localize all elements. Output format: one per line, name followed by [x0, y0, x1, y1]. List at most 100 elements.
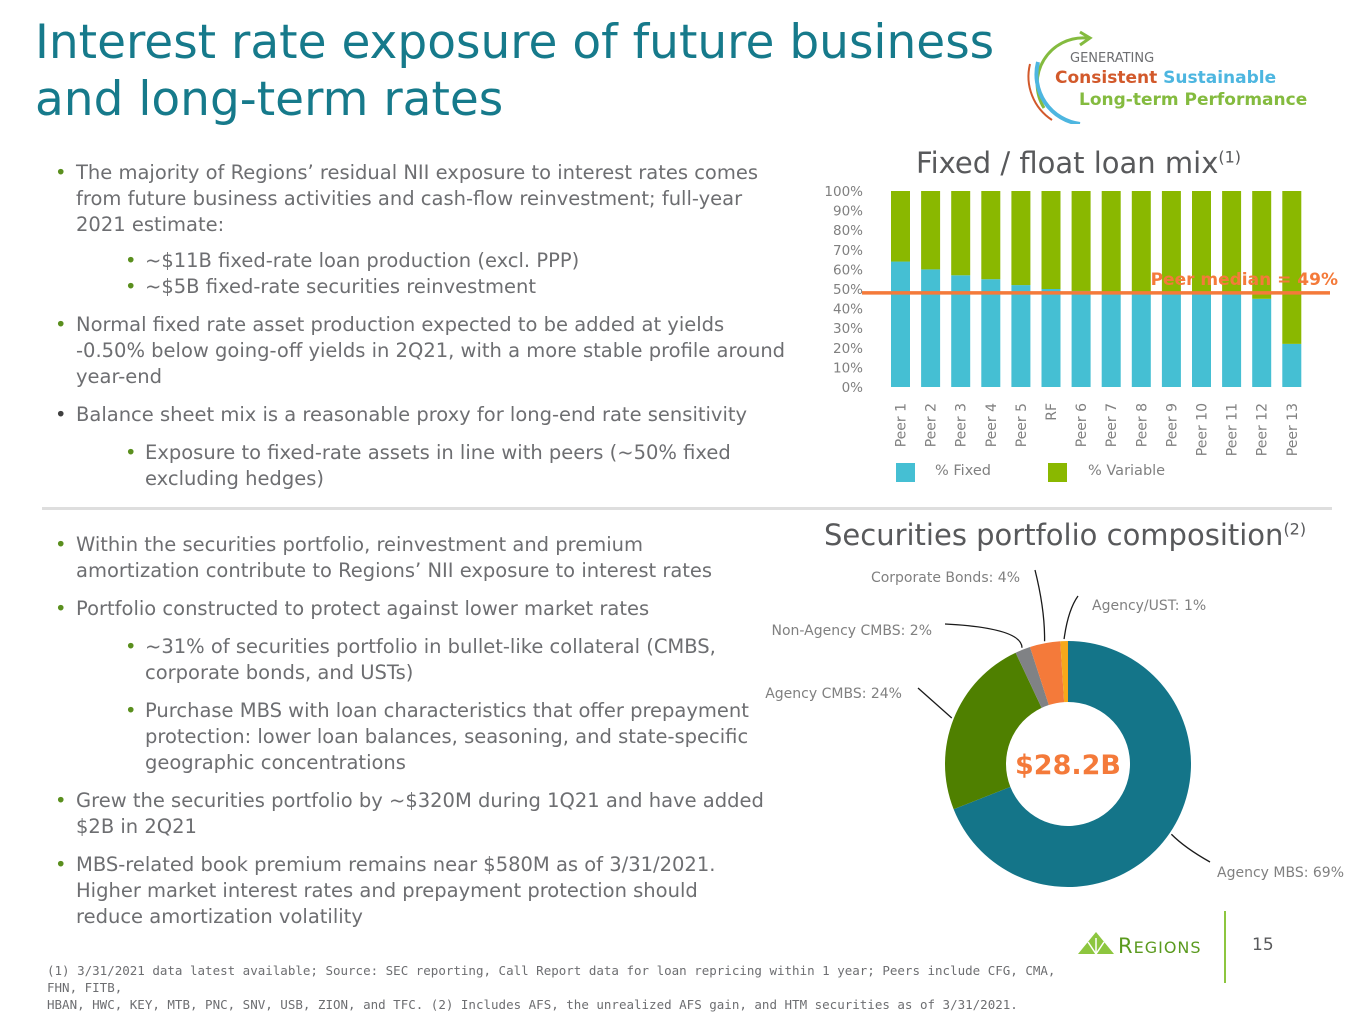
y-tick-label: 80%: [833, 223, 863, 239]
y-tick-label: 20%: [833, 341, 863, 357]
legend-label-fixed: % Fixed: [935, 463, 991, 479]
donut-slice-agency-mbs: [953, 641, 1191, 887]
leader-line: [1063, 595, 1079, 640]
bar-variable: [1222, 191, 1242, 293]
x-tick-label: Peer 6: [1074, 403, 1090, 447]
leader-line: [1170, 833, 1211, 863]
footer-divider: [1224, 911, 1226, 983]
bar-fixed: [921, 269, 941, 387]
bar-fixed: [1131, 292, 1151, 387]
x-tick-label: Peer 9: [1164, 403, 1180, 447]
x-tick-label: Peer 1: [894, 403, 910, 447]
legend-swatch-variable: [1048, 463, 1067, 482]
bar-fixed: [1041, 289, 1061, 387]
donut-slice-corporate-bonds: [1029, 641, 1065, 706]
x-tick-label: Peer 13: [1285, 403, 1301, 456]
donut-slice-agency-cmbs: [944, 652, 1042, 810]
bar-variable: [1161, 191, 1181, 293]
logo-long-term: Long-term Performance: [1079, 90, 1308, 110]
bar-variable: [1192, 191, 1211, 293]
slice-label: Agency CMBS: 24%: [765, 686, 902, 702]
bar-fixed: [1282, 343, 1302, 387]
bar-fixed: [1192, 292, 1211, 387]
slice-label: Agency/UST: 1%: [1092, 598, 1206, 614]
leader-line: [1034, 569, 1046, 642]
top-bullet-list: The majority of Regions’ residual NII ex…: [55, 160, 795, 492]
leader-line: [917, 687, 953, 719]
bullet-item: Normal fixed rate asset production expec…: [55, 312, 795, 390]
bar-variable: [891, 191, 910, 262]
circular-arrow-icon: [1027, 30, 1093, 124]
y-tick-label: 90%: [833, 204, 863, 220]
bar-fixed: [1161, 292, 1181, 387]
bullet-item: Balance sheet mix is a reasonable proxy …: [55, 402, 795, 428]
y-tick-label: 60%: [833, 262, 863, 278]
x-tick-label: Peer 4: [984, 403, 1000, 447]
bar-variable: [1252, 191, 1272, 299]
x-tick-label: Peer 12: [1255, 403, 1271, 456]
fixed-float-bar-chart: 0% 10% 20% 30% 40% 50% 60% 70% 80% 90% 100% Peer 1 P…: [824, 184, 1338, 482]
regions-logo: REGIONS: [1076, 928, 1221, 962]
page-title: Interest rate exposure of future busines…: [35, 14, 994, 128]
bar-chart-title: Fixed / float loan mix(1): [916, 146, 1242, 180]
bullet-item: Within the securities portfolio, reinves…: [55, 532, 766, 584]
logo-line-2: Consistent Sustainable: [1055, 68, 1276, 88]
y-tick-label: 100%: [824, 184, 863, 200]
generating-performance-logo: GENERATING Consistent Sustainable Long-t…: [1022, 24, 1322, 124]
footnote: (1) 3/31/2021 data latest available; Sou…: [47, 962, 1057, 1013]
sub-bullet-item: ~$5B fixed-rate securities reinvestment: [55, 274, 795, 300]
bullet-item: Grew the securities portfolio by ~$320M …: [55, 788, 785, 840]
x-tick-label: Peer 11: [1225, 403, 1241, 456]
slice-label: Agency MBS: 69%: [1217, 865, 1344, 881]
logo-consistent: Consistent: [1055, 68, 1158, 88]
bar-variable: [1131, 191, 1151, 293]
donut-chart-title: Securities portfolio composition(2): [824, 518, 1307, 552]
bar-variable: [1011, 191, 1031, 286]
y-tick-label: 30%: [833, 321, 863, 337]
bar-fixed: [981, 279, 1001, 387]
donut-slice-non-agency-cmbs: [1015, 647, 1049, 708]
sub-bullet-item: Purchase MBS with loan characteristics t…: [55, 698, 785, 776]
x-tick-label: Peer 7: [1104, 403, 1120, 447]
slice-label: Non-Agency CMBS: 2%: [771, 623, 932, 639]
sub-bullet-item: ~$11B fixed-rate loan production (excl. …: [55, 248, 795, 274]
x-tick-label: Peer 5: [1014, 403, 1030, 447]
bar-variable: [921, 191, 941, 270]
y-tick-label: 0%: [842, 380, 864, 396]
sub-bullet-item: ~31% of securities portfolio in bullet-l…: [55, 634, 755, 686]
leader-line: [944, 623, 1023, 648]
slice-label: Corporate Bonds: 4%: [871, 570, 1020, 586]
y-tick-label: 70%: [833, 243, 863, 259]
logo-sustainable: Sustainable: [1163, 68, 1277, 88]
peer-median-label: Peer median = 49%: [1151, 270, 1338, 290]
title-line-2: and long-term rates: [35, 72, 504, 127]
footnote-line-2: HBAN, HWC, KEY, MTB, PNC, SNV, USB, ZION…: [47, 997, 1018, 1012]
bar-fixed: [1222, 292, 1242, 387]
legend-label-variable: % Variable: [1088, 463, 1165, 479]
bar-fixed: [891, 261, 910, 387]
bullet-item: Portfolio constructed to protect against…: [55, 596, 785, 622]
bullet-item: The majority of Regions’ residual NII ex…: [55, 160, 795, 238]
x-tick-label: Peer 10: [1195, 403, 1211, 456]
donut-slice-agency-ust: [1060, 641, 1068, 703]
bar-variable: [1101, 191, 1121, 293]
title-line-1: Interest rate exposure of future busines…: [35, 15, 995, 70]
bar-variable: [981, 191, 1001, 280]
bar-fixed: [951, 275, 971, 387]
legend-swatch-fixed: [896, 463, 915, 482]
bar-fixed: [1101, 292, 1121, 387]
bottom-bullet-list: Within the securities portfolio, reinves…: [55, 532, 785, 930]
footnote-line-1: (1) 3/31/2021 data latest available; Sou…: [47, 963, 1056, 995]
x-tick-label: Peer 2: [924, 403, 940, 447]
bar-variable: [1041, 191, 1061, 289]
page-number: 15: [1252, 935, 1274, 955]
donut-center-total: $28.2B: [1015, 750, 1121, 781]
regions-wordmark: REGIONS: [1118, 934, 1202, 958]
securities-donut-chart: Agency MBS: 69% Agency CMBS: 24% Non-Agenc…: [765, 569, 1344, 887]
bar-variable: [1071, 191, 1091, 291]
bar-fixed: [1071, 290, 1091, 387]
x-tick-label: Peer 8: [1134, 403, 1150, 447]
bar-variable: [1282, 191, 1302, 344]
x-tick-label: RF: [1044, 403, 1060, 421]
y-tick-label: 10%: [833, 360, 863, 376]
